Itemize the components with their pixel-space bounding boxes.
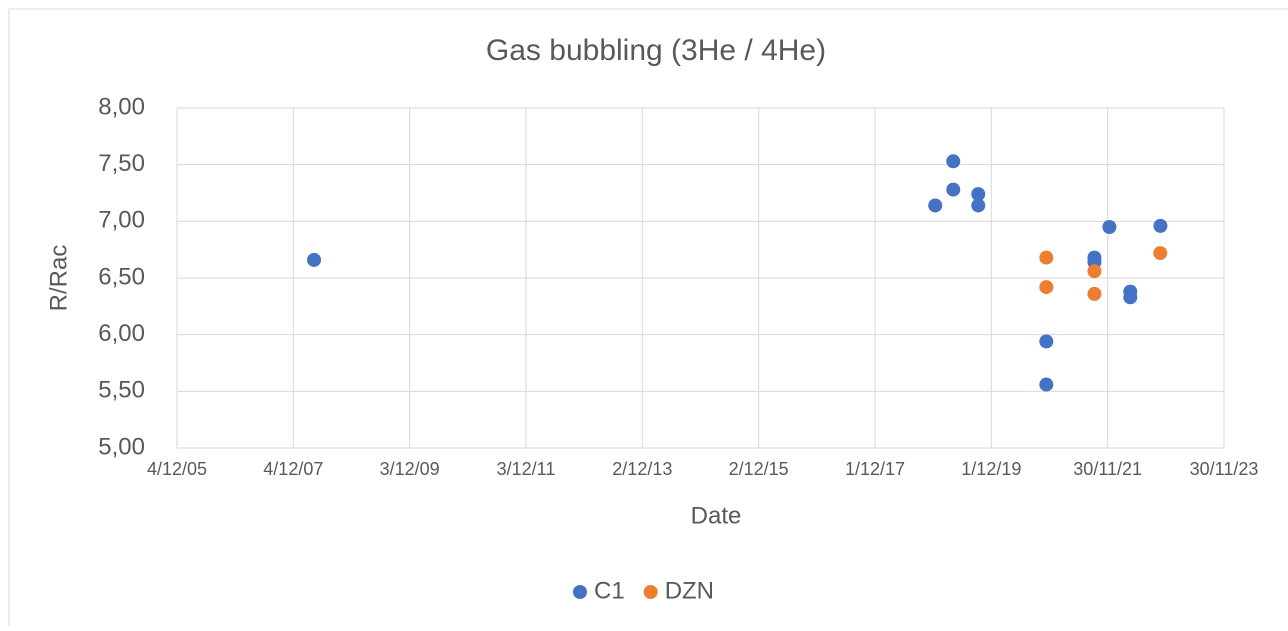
point [1087,264,1102,279]
point [307,252,322,267]
point [1123,290,1138,305]
x-tick-label: 2/12/15 [729,459,789,479]
x-tick-label: 1/12/17 [845,459,905,479]
y-axis-title: R/Rac [45,245,72,312]
x-tick-label: 30/11/23 [1190,459,1259,479]
y-tick-label: 5,00 [98,433,145,460]
x-tick-label: 4/12/05 [147,459,207,479]
point [1153,246,1168,261]
y-tick-label: 6,00 [98,320,145,347]
y-tick-label: 7,00 [98,207,145,234]
chart-title: Gas bubbling (3He / 4He) [486,34,826,67]
legend-label: C1 [594,577,625,604]
legend-label: DZN [665,577,714,604]
chart-frame [8,8,1288,631]
x-tick-label: 3/12/09 [380,459,440,479]
x-axis-title: Date [691,502,742,529]
point [1039,280,1054,295]
point [1102,220,1117,234]
x-tick-label: 3/12/11 [497,459,556,479]
x-tick-label: 4/12/07 [263,459,323,479]
x-tick-label: 2/12/13 [612,459,672,479]
point [1039,250,1054,265]
point [971,187,986,202]
point [971,198,986,213]
point [1153,218,1168,233]
x-tick-label: 1/12/19 [961,459,1021,479]
point [946,182,961,197]
point [928,198,943,213]
y-tick-label: 8,00 [98,93,145,120]
y-tick-label: 6,50 [98,263,145,290]
legend-marker [573,585,587,599]
y-tick-label: 5,50 [98,377,145,404]
point [946,154,961,169]
y-tick-label: 7,50 [98,150,145,177]
point [1087,286,1102,301]
legend-marker [643,585,658,599]
point [1039,334,1054,349]
point [1039,377,1054,392]
x-tick-label: 30/11/21 [1073,459,1142,479]
